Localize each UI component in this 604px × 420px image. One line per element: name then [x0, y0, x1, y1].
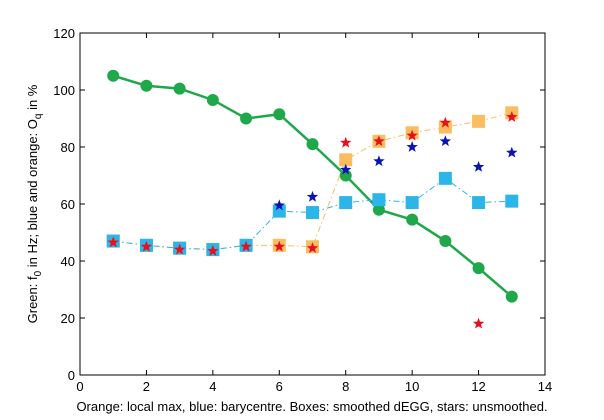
data-point-star	[273, 199, 285, 211]
x-tick-label: 14	[538, 379, 552, 394]
data-point-star	[340, 136, 352, 148]
data-point-square	[306, 206, 319, 220]
x-tick-label: 10	[405, 379, 419, 394]
data-point-star	[506, 146, 518, 158]
data-point-star	[373, 135, 385, 147]
data-point-circle	[107, 69, 120, 82]
data-point-square	[339, 153, 353, 167]
data-point-star	[240, 240, 252, 252]
data-point-square	[372, 193, 386, 207]
data-point-circle	[505, 290, 518, 303]
y-tick-label: 100	[53, 83, 75, 98]
data-point-circle	[173, 82, 186, 95]
data-point-star	[340, 163, 352, 175]
y-tick-label: 20	[61, 311, 75, 326]
data-point-square	[272, 204, 286, 218]
x-axis-label: Orange: local max, blue: barycentre. Box…	[76, 399, 547, 414]
data-point-circle	[240, 112, 253, 125]
y-tick-label: 0	[68, 368, 75, 383]
x-tick-label: 4	[209, 379, 216, 394]
x-tick-label: 6	[276, 379, 283, 394]
data-point-star	[273, 240, 285, 252]
data-point-circle	[406, 213, 419, 226]
x-tick-label: 0	[76, 379, 83, 394]
data-point-circle	[306, 138, 319, 151]
data-point-square	[438, 171, 452, 185]
data-point-star	[140, 240, 153, 252]
data-point-circle	[472, 262, 485, 275]
data-point-circle	[339, 169, 352, 182]
data-point-square	[405, 196, 419, 210]
data-point-star	[173, 243, 186, 255]
data-point-star	[306, 242, 319, 254]
data-point-star	[506, 111, 518, 122]
data-point-star	[439, 135, 452, 147]
data-point-circle	[439, 235, 452, 248]
data-point-star	[373, 155, 385, 167]
data-point-star	[306, 190, 319, 202]
plot-area	[106, 69, 519, 329]
x-tick-label: 2	[143, 379, 150, 394]
data-point-square	[438, 120, 452, 134]
axis-ticks: 0 2 4 6 8 10 12 14 0 20 40 60 80 100 120	[53, 26, 552, 394]
data-point-circle	[206, 93, 219, 106]
data-point-star	[406, 129, 418, 141]
data-point-star	[439, 116, 452, 128]
data-point-square	[472, 196, 486, 210]
data-point-square	[505, 194, 519, 208]
data-point-star	[472, 160, 485, 172]
data-point-star	[107, 236, 119, 248]
data-point-star	[472, 317, 485, 329]
y-tick-label: 80	[61, 140, 75, 155]
data-point-star	[207, 245, 219, 256]
x-tick-label: 8	[342, 379, 349, 394]
data-point-square	[472, 114, 486, 128]
y-tick-label: 60	[61, 197, 75, 212]
data-point-circle	[140, 79, 153, 92]
data-point-circle	[372, 203, 385, 216]
y-tick-label: 120	[53, 26, 75, 41]
data-point-square	[339, 196, 353, 210]
data-point-circle	[273, 108, 286, 121]
y-tick-label: 40	[61, 254, 75, 269]
data-point-star	[406, 141, 418, 152]
x-tick-label: 12	[471, 379, 485, 394]
y-axis-label: Green: f0 in Hz; blue and orange: Oq in …	[25, 84, 44, 323]
